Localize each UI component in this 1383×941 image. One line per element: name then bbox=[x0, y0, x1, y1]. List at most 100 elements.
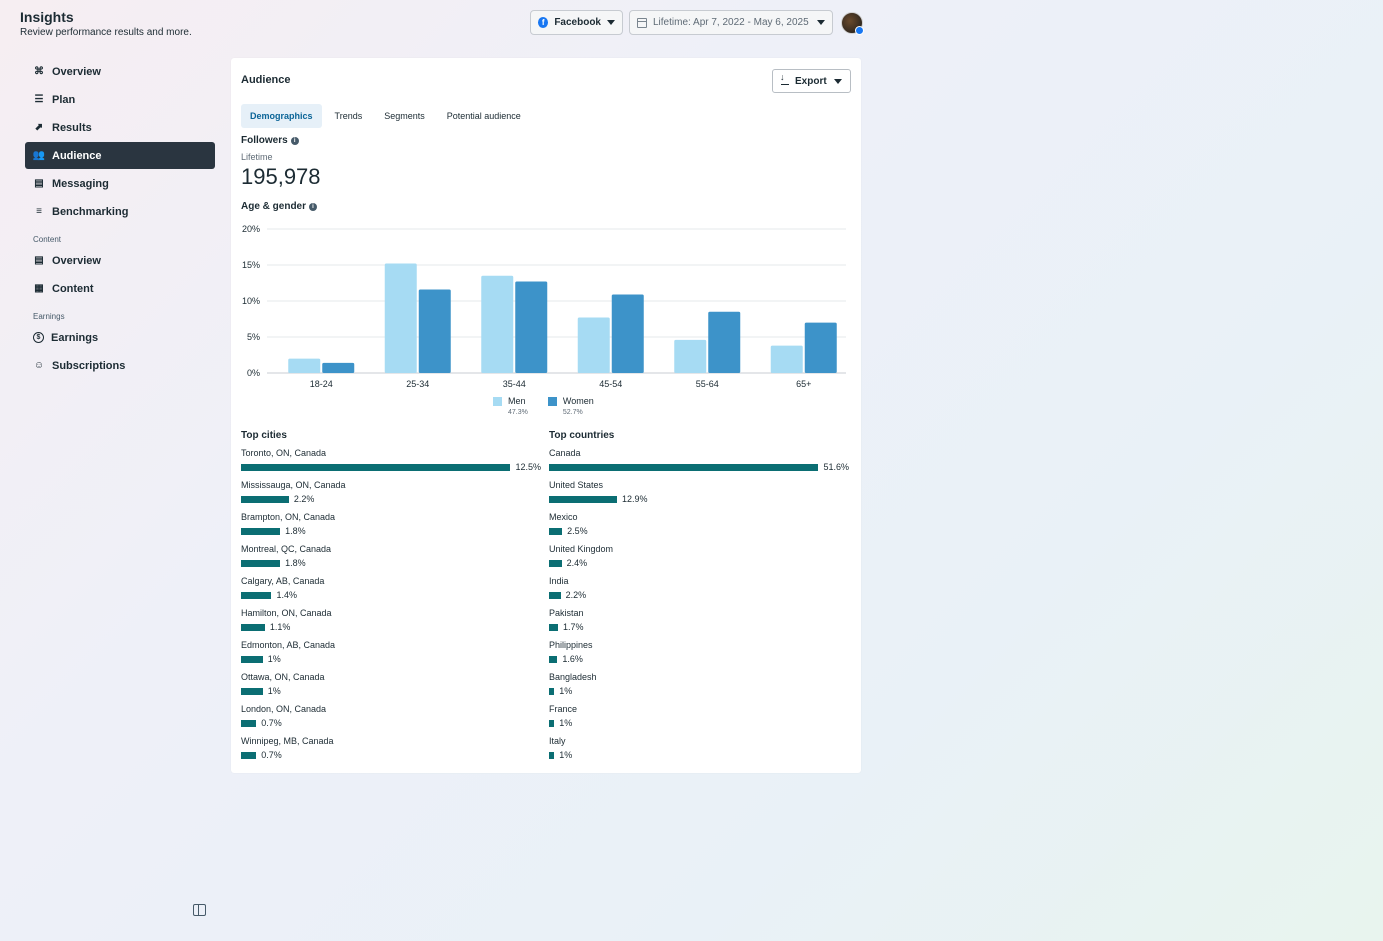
sidebar-item-subscriptions[interactable]: ☺ Subscriptions bbox=[25, 352, 215, 379]
sidebar-item-overview[interactable]: ⌘ Overview bbox=[25, 58, 215, 85]
x-tick-label: 65+ bbox=[796, 379, 811, 389]
date-range-dropdown[interactable]: Lifetime: Apr 7, 2022 - May 6, 2025 bbox=[629, 10, 833, 35]
sidebar-item-label: Earnings bbox=[51, 331, 99, 344]
followers-label: Followers bbox=[241, 135, 288, 146]
bar-men-25-34[interactable] bbox=[384, 263, 417, 373]
list-item-pct: 1% bbox=[559, 718, 573, 728]
sidebar-item-label: Audience bbox=[52, 149, 102, 162]
list-item: Brampton, ON, Canada 1.8% bbox=[241, 512, 541, 544]
sidebar-item-label: Overview bbox=[52, 254, 101, 267]
list-item-bar bbox=[549, 591, 561, 599]
top-cities-title: Top cities bbox=[241, 430, 287, 441]
sidebar-item-label: Content bbox=[52, 282, 94, 295]
list-item-bar bbox=[241, 495, 289, 503]
audience-card: Audience Export Demographics Trends Segm… bbox=[231, 58, 861, 773]
avatar[interactable] bbox=[841, 11, 864, 35]
bar-men-55-64[interactable] bbox=[674, 339, 707, 373]
followers-count: 195,978 bbox=[241, 164, 321, 189]
bar-women-45-54[interactable] bbox=[611, 294, 644, 373]
bar-men-35-44[interactable] bbox=[481, 275, 514, 373]
list-item-bar bbox=[241, 655, 263, 663]
legend-label-men: Men bbox=[508, 396, 526, 406]
list-item-name: Bangladesh bbox=[549, 672, 597, 682]
tab-demographics[interactable]: Demographics bbox=[241, 104, 322, 128]
list-item: Calgary, AB, Canada 1.4% bbox=[241, 576, 541, 608]
sidebar-item-results[interactable]: ⬈ Results bbox=[25, 114, 215, 141]
bar-women-55-64[interactable] bbox=[708, 311, 741, 373]
sidebar-item-messaging[interactable]: ▤ Messaging bbox=[25, 170, 215, 197]
sidebar-item-benchmarking[interactable]: ≡ Benchmarking bbox=[25, 198, 215, 225]
list-item-name: Brampton, ON, Canada bbox=[241, 512, 336, 522]
list-item-bar bbox=[241, 623, 265, 631]
sidebar-item-content[interactable]: ▦ Content bbox=[25, 275, 215, 302]
sidebar-item-label: Plan bbox=[52, 93, 76, 106]
legend-women[interactable]: Women 52.7% bbox=[547, 396, 594, 416]
legend-men[interactable]: Men 47.3% bbox=[493, 396, 528, 416]
list-item-name: Canada bbox=[549, 448, 581, 458]
list-item-name: Toronto, ON, Canada bbox=[241, 448, 327, 458]
info-icon[interactable]: i bbox=[309, 202, 318, 211]
x-tick-label: 55-64 bbox=[696, 379, 719, 389]
list-item-pct: 1% bbox=[267, 686, 281, 696]
list-item-bar bbox=[549, 687, 555, 695]
export-label: Export bbox=[795, 75, 827, 87]
list-item-pct: 51.6% bbox=[823, 462, 849, 472]
audience-icon: 👥 bbox=[32, 150, 46, 161]
list-item-pct: 1% bbox=[267, 654, 281, 664]
list-item-bar bbox=[241, 687, 263, 695]
list-item: Canada 51.6% bbox=[549, 448, 849, 480]
content-overview-icon: ▤ bbox=[34, 255, 44, 266]
list-item-bar bbox=[241, 719, 257, 727]
list-item-name: Mississauga, ON, Canada bbox=[241, 480, 346, 490]
list-item-pct: 2.5% bbox=[567, 526, 588, 536]
results-icon: ⬈ bbox=[34, 122, 44, 133]
bar-men-65+[interactable] bbox=[770, 345, 803, 373]
collapse-sidebar-icon[interactable] bbox=[193, 904, 206, 916]
x-tick-label: 25-34 bbox=[406, 379, 429, 389]
list-item-bar bbox=[549, 623, 558, 631]
sidebar-item-overview[interactable]: ▤ Overview bbox=[25, 247, 215, 274]
list-item-pct: 1.8% bbox=[285, 558, 306, 568]
bar-women-18-24[interactable] bbox=[322, 362, 355, 373]
list-item-name: Philippines bbox=[549, 640, 593, 650]
tab-bar: Demographics Trends Segments Potential a… bbox=[241, 104, 534, 128]
bar-women-65+[interactable] bbox=[804, 322, 837, 373]
tab-trends[interactable]: Trends bbox=[334, 111, 363, 121]
sidebar-item-label: Messaging bbox=[52, 177, 109, 190]
sidebar-item-audience[interactable]: 👥 Audience bbox=[25, 142, 215, 169]
list-item-pct: 1.6% bbox=[562, 654, 583, 664]
benchmarking-icon: ≡ bbox=[36, 206, 42, 217]
tab-segments[interactable]: Segments bbox=[384, 111, 425, 121]
legend-swatch-men bbox=[493, 396, 502, 406]
bar-women-35-44[interactable] bbox=[515, 281, 548, 373]
messaging-icon: ▤ bbox=[34, 178, 44, 189]
sidebar-item-label: Overview bbox=[52, 65, 101, 78]
bar-women-25-34[interactable] bbox=[418, 289, 451, 373]
info-icon[interactable]: i bbox=[290, 136, 299, 145]
list-item-name: Italy bbox=[549, 736, 566, 746]
date-range-label: Lifetime: Apr 7, 2022 - May 6, 2025 bbox=[653, 17, 809, 28]
sidebar-item-plan[interactable]: ☰ Plan bbox=[25, 86, 215, 113]
export-button[interactable]: Export bbox=[772, 69, 851, 93]
sidebar-item-earnings[interactable]: $ Earnings bbox=[25, 324, 215, 351]
caret-down-icon bbox=[834, 78, 842, 84]
platform-dropdown[interactable]: f Facebook bbox=[530, 10, 623, 35]
list-item-pct: 1.4% bbox=[276, 590, 297, 600]
list-item-name: Montreal, QC, Canada bbox=[241, 544, 332, 554]
download-icon bbox=[780, 72, 789, 85]
age-gender-heading: Age & gender i bbox=[241, 201, 318, 212]
sidebar-item-label: Subscriptions bbox=[52, 359, 126, 372]
bar-men-18-24[interactable] bbox=[288, 358, 321, 373]
list-item: United States 12.9% bbox=[549, 480, 849, 512]
platform-label: Facebook bbox=[554, 17, 601, 28]
bar-men-45-54[interactable] bbox=[577, 317, 610, 373]
legend-label-women: Women bbox=[562, 396, 594, 406]
tab-potential-audience[interactable]: Potential audience bbox=[446, 111, 521, 121]
sidebar-item-label: Benchmarking bbox=[52, 205, 129, 218]
list-item-pct: 0.7% bbox=[261, 750, 282, 760]
chart-legend: Men 47.3% Women 52.7% bbox=[493, 396, 594, 416]
list-item-bar bbox=[549, 527, 563, 535]
list-item-name: Hamilton, ON, Canada bbox=[241, 608, 332, 618]
age-gender-chart: 0% 5% 10% 15% 20% 18-24 25-34 35-44 45-54 55-64 65… bbox=[242, 224, 846, 389]
list-item: Italy 1% bbox=[549, 736, 849, 768]
